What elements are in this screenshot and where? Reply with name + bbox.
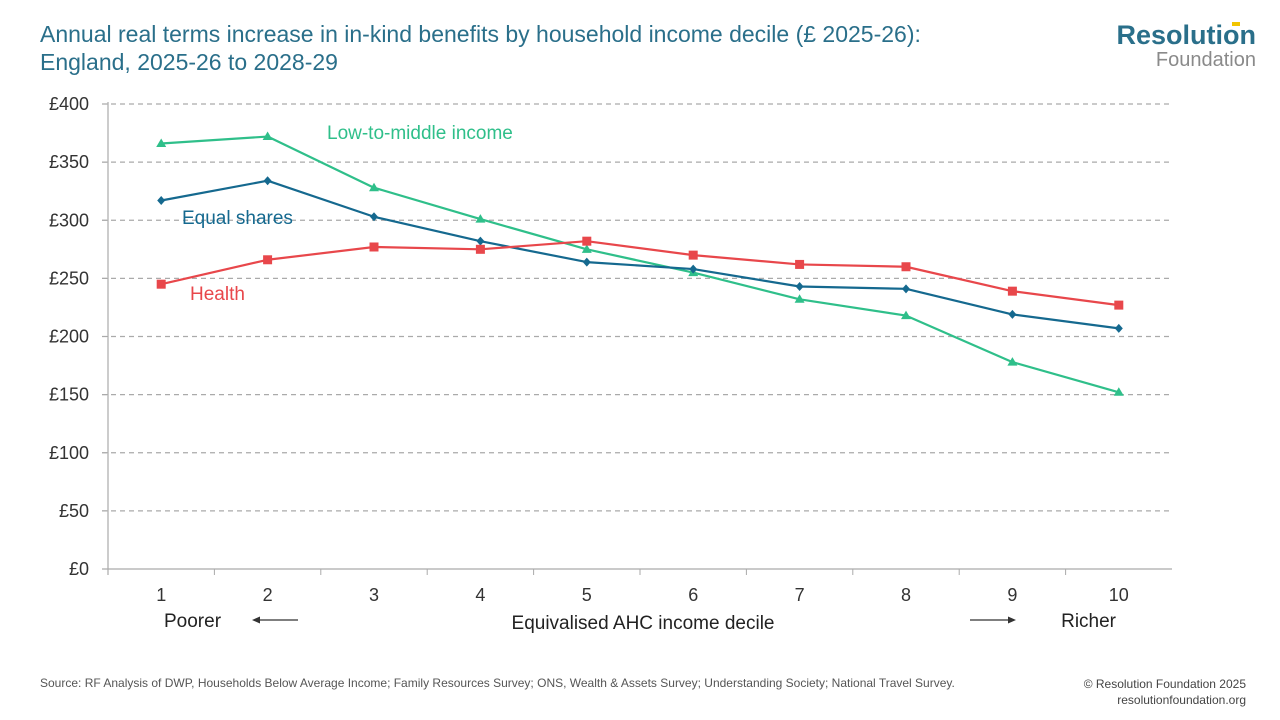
series-label-equal_shares: Equal shares (182, 208, 293, 229)
data-point-low_to_middle (262, 131, 273, 141)
data-point-health (1007, 286, 1017, 296)
x-axis-labels: 1 2 3 4 5 6 7 8 9 10 Equivalised AHC income decile… (156, 585, 1129, 634)
data-point-low_to_middle (156, 138, 167, 148)
data-point-health (263, 255, 273, 265)
logo-text-bottom: Foundation (1155, 49, 1256, 71)
chart-title: Annual real terms increase in in-kind be… (40, 20, 921, 76)
data-point-equal_shares (582, 257, 591, 267)
copyright-text: © Resolution Foundation 2025 (1083, 677, 1246, 691)
y-tick-label: £0 (69, 559, 89, 579)
y-tick-label: £50 (59, 501, 89, 521)
poorer-label: Poorer (164, 611, 222, 632)
x-tick-label: 1 (156, 585, 166, 605)
logo-accent-mark (1232, 22, 1240, 26)
x-tick-label: 2 (263, 585, 273, 605)
x-tick-label: 6 (688, 585, 698, 605)
series-line-low_to_middle (161, 135, 1120, 394)
data-point-low_to_middle (581, 244, 592, 253)
copyright-block: © Resolution Foundation 2025 resolutionf… (1084, 676, 1246, 708)
data-point-equal_shares (157, 195, 166, 205)
series-label-low_to_middle: Low-to-middle income (327, 123, 513, 144)
source-note: Source: RF Analysis of DWP, Households B… (40, 676, 955, 690)
chart-title-line2: England, 2025-26 to 2028-29 (40, 49, 338, 75)
x-tick-label: 5 (582, 585, 592, 605)
data-point-equal_shares (263, 176, 272, 186)
data-point-health (688, 250, 698, 260)
resolution-foundation-logo: Resolution Foundation (1117, 20, 1257, 70)
data-point-low_to_middle (369, 182, 379, 192)
x-tick-label: 7 (795, 585, 805, 605)
data-point-equal_shares (1114, 323, 1123, 333)
arrow-right-head-icon (1008, 616, 1016, 624)
chart-title-line1: Annual real terms increase in in-kind be… (40, 21, 921, 47)
data-point-equal_shares (689, 264, 698, 274)
data-point-health (795, 259, 805, 269)
y-tick-label: £200 (49, 327, 89, 347)
website-link[interactable]: resolutionfoundation.org (1117, 693, 1246, 707)
x-tick-label: 10 (1109, 585, 1129, 605)
data-point-health (1114, 300, 1124, 310)
grid-lines (102, 103, 1172, 512)
y-tick-label: £300 (49, 210, 89, 230)
y-tick-label: £250 (49, 268, 89, 288)
series-line-health (160, 240, 1119, 307)
series-label-health: Health (190, 284, 245, 305)
data-point-equal_shares (902, 284, 910, 294)
data-point-health (901, 262, 911, 272)
y-tick-label: £350 (49, 152, 89, 172)
richer-label: Richer (1061, 611, 1117, 632)
data-point-low_to_middle (1007, 357, 1018, 366)
data-point-low_to_middle (1113, 387, 1124, 396)
series-line-equal_shares (160, 179, 1119, 330)
y-tick-label: £400 (49, 94, 89, 114)
x-axis-title: Equivalised AHC income decile (512, 613, 775, 634)
data-point-low_to_middle (475, 214, 486, 223)
series-labels: Low-to-middle income Equal shares Health (182, 123, 513, 305)
x-axis (102, 102, 1172, 575)
data-point-equal_shares (1008, 309, 1017, 319)
y-tick-label: £100 (49, 443, 89, 463)
data-point-health (475, 244, 485, 254)
arrow-left-head-icon (252, 616, 260, 624)
data-point-equal_shares (795, 282, 804, 292)
data-point-low_to_middle (901, 310, 911, 320)
data-point-equal_shares (370, 212, 378, 222)
x-tick-label: 3 (369, 585, 379, 605)
data-point-health (369, 242, 379, 252)
x-tick-label: 4 (475, 585, 485, 605)
y-axis-ticks: £0 £50 £100 £150 £200 £250 £300 £350 £400 (49, 94, 108, 579)
data-point-health (156, 279, 166, 289)
data-point-equal_shares (476, 236, 485, 246)
data-point-health (582, 236, 592, 246)
data-point-low_to_middle (794, 294, 805, 303)
series-lines (156, 131, 1124, 396)
x-tick-label: 8 (901, 585, 911, 605)
y-tick-label: £150 (49, 385, 89, 405)
x-tick-label: 9 (1007, 585, 1017, 605)
